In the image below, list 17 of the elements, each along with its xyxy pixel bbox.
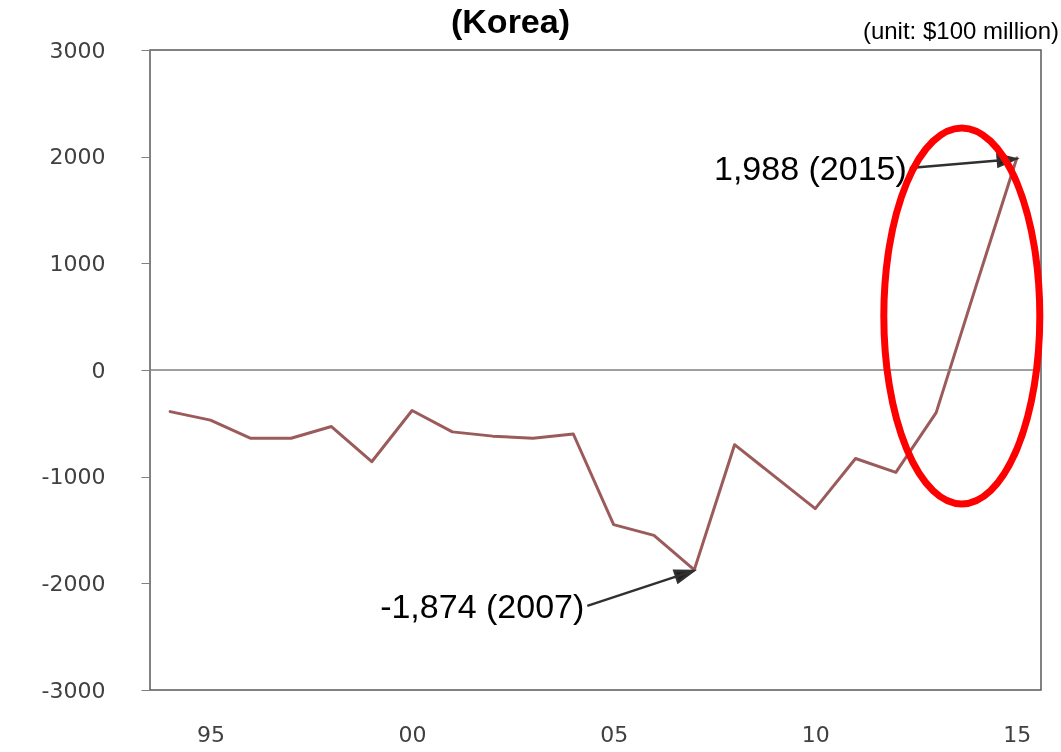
y-tick-label: -1000 — [41, 464, 106, 490]
x-tick-label: 05 — [600, 721, 629, 747]
y-tick-label: 2000 — [49, 144, 106, 170]
x-tick-label: 95 — [196, 721, 225, 747]
chart-title: (Korea) — [450, 2, 571, 40]
y-tick-label: 1000 — [49, 250, 106, 276]
x-tick-label: 00 — [398, 721, 427, 747]
y-tick-label: -3000 — [41, 677, 106, 703]
y-tick-label: -2000 — [41, 570, 106, 596]
annotation: 1,988 (2015) — [714, 148, 907, 187]
x-tick-label: 15 — [1003, 721, 1032, 747]
y-tick-label: 0 — [91, 357, 106, 383]
annotation: -1,874 (2007) — [380, 586, 585, 625]
line-series — [168, 156, 1019, 572]
y-tick-label: 3000 — [49, 37, 106, 63]
x-tick-label: 10 — [801, 721, 830, 747]
text: (unit: $100 million) — [862, 17, 1059, 44]
